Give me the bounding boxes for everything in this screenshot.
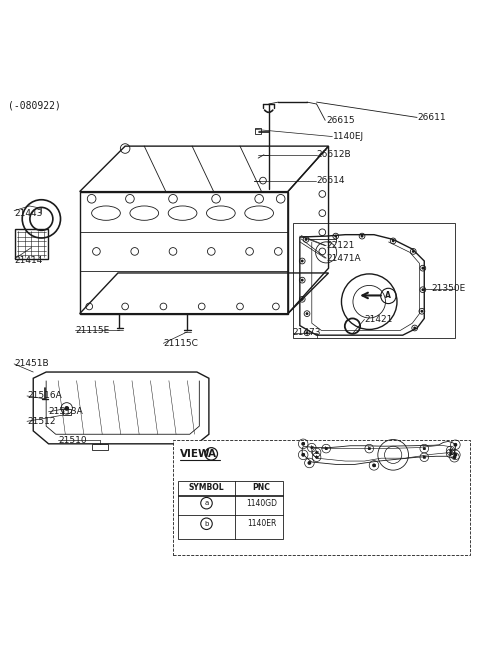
Text: a: a bbox=[454, 442, 457, 447]
Circle shape bbox=[306, 312, 309, 315]
Circle shape bbox=[315, 456, 318, 459]
Text: 21421: 21421 bbox=[364, 315, 393, 324]
Circle shape bbox=[449, 452, 452, 455]
Circle shape bbox=[305, 238, 308, 241]
Text: a: a bbox=[453, 455, 456, 460]
Text: A: A bbox=[385, 291, 391, 300]
Text: 22121: 22121 bbox=[326, 241, 355, 250]
Circle shape bbox=[301, 442, 305, 445]
Text: 21471A: 21471A bbox=[326, 254, 361, 262]
Bar bbox=[63, 409, 71, 415]
Circle shape bbox=[413, 327, 416, 329]
Bar bbox=[173, 440, 470, 556]
Circle shape bbox=[423, 447, 426, 450]
Text: b: b bbox=[315, 450, 318, 455]
Text: b: b bbox=[423, 455, 426, 460]
Text: a: a bbox=[204, 500, 209, 506]
Text: b: b bbox=[324, 446, 328, 451]
Circle shape bbox=[454, 453, 457, 457]
Text: b: b bbox=[315, 455, 318, 460]
Bar bbox=[255, 129, 261, 134]
Circle shape bbox=[324, 447, 327, 450]
Circle shape bbox=[315, 451, 318, 454]
Text: 21473: 21473 bbox=[293, 328, 321, 337]
Text: 21414: 21414 bbox=[14, 256, 42, 266]
Circle shape bbox=[392, 239, 395, 242]
Text: A: A bbox=[207, 449, 216, 459]
Text: a: a bbox=[372, 463, 376, 468]
Text: 26611: 26611 bbox=[417, 113, 446, 122]
Text: a: a bbox=[308, 461, 311, 466]
Circle shape bbox=[423, 456, 426, 459]
Circle shape bbox=[301, 260, 304, 262]
Text: 1140EJ: 1140EJ bbox=[333, 132, 364, 141]
Circle shape bbox=[334, 235, 337, 237]
Text: 26614: 26614 bbox=[317, 176, 345, 185]
Text: 21516A: 21516A bbox=[27, 392, 62, 400]
Text: b: b bbox=[449, 451, 452, 456]
Bar bbox=[178, 481, 283, 539]
Text: 26612B: 26612B bbox=[317, 150, 351, 159]
Circle shape bbox=[368, 447, 371, 450]
Text: 1140GD: 1140GD bbox=[246, 499, 277, 508]
Text: 26615: 26615 bbox=[326, 115, 355, 125]
Circle shape bbox=[372, 463, 376, 467]
Text: 21350E: 21350E bbox=[432, 284, 466, 293]
Text: b: b bbox=[423, 446, 426, 451]
Circle shape bbox=[412, 250, 415, 253]
Text: 21451B: 21451B bbox=[14, 359, 49, 369]
Circle shape bbox=[301, 298, 304, 300]
Text: a: a bbox=[301, 441, 305, 446]
Bar bbox=[293, 222, 456, 338]
Circle shape bbox=[420, 310, 423, 313]
Text: 21115C: 21115C bbox=[163, 338, 198, 348]
Circle shape bbox=[306, 331, 309, 334]
Text: a: a bbox=[301, 453, 305, 457]
Text: PNC: PNC bbox=[252, 483, 270, 493]
Text: (-080922): (-080922) bbox=[8, 100, 61, 111]
Circle shape bbox=[311, 446, 313, 449]
Circle shape bbox=[64, 406, 69, 411]
Circle shape bbox=[308, 461, 312, 465]
Text: b: b bbox=[449, 448, 452, 453]
Circle shape bbox=[421, 267, 424, 270]
Circle shape bbox=[301, 279, 304, 281]
Circle shape bbox=[453, 455, 456, 459]
Circle shape bbox=[360, 235, 363, 237]
Text: 21513A: 21513A bbox=[48, 407, 84, 417]
Text: 21443: 21443 bbox=[14, 209, 42, 218]
Text: 21510: 21510 bbox=[58, 436, 87, 445]
Circle shape bbox=[301, 453, 305, 457]
Circle shape bbox=[454, 443, 457, 447]
Text: SYMBOL: SYMBOL bbox=[189, 483, 224, 493]
Text: 21512: 21512 bbox=[27, 417, 56, 426]
Bar bbox=[15, 229, 48, 258]
Text: 1140ER: 1140ER bbox=[247, 520, 276, 528]
Text: b: b bbox=[368, 446, 371, 451]
Circle shape bbox=[421, 288, 424, 291]
Circle shape bbox=[449, 449, 452, 452]
Text: b: b bbox=[204, 521, 209, 527]
Text: VIEW: VIEW bbox=[180, 449, 211, 459]
Text: a: a bbox=[454, 453, 457, 457]
Text: b: b bbox=[310, 445, 313, 450]
Text: 21115E: 21115E bbox=[75, 326, 109, 335]
